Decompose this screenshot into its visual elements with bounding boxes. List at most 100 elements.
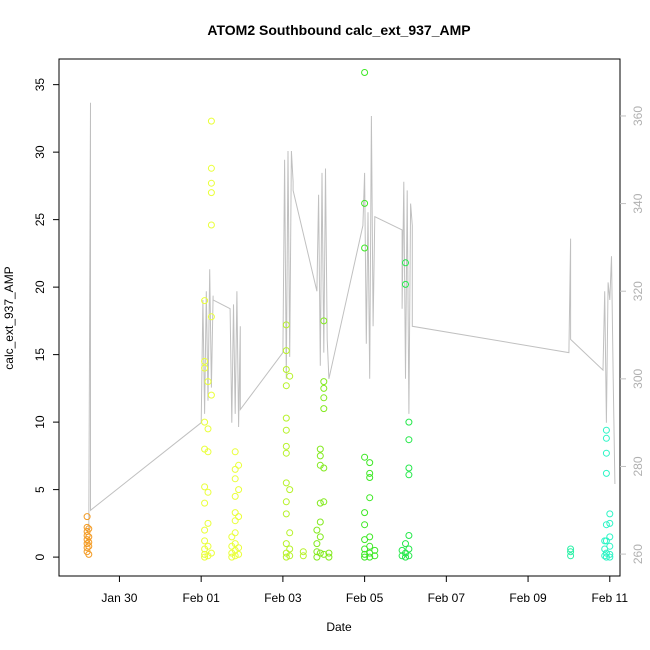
- data-point: [201, 499, 209, 507]
- data-point: [231, 552, 239, 560]
- secondary-line: [86, 102, 616, 533]
- data-point: [366, 553, 374, 561]
- data-point: [602, 521, 610, 529]
- x-tick-label: Feb 01: [182, 591, 220, 605]
- data-point: [567, 552, 575, 560]
- y2-tick-label: 360: [631, 106, 645, 126]
- data-point: [204, 425, 212, 433]
- data-point: [299, 548, 307, 556]
- data-point: [606, 519, 614, 527]
- data-point: [361, 69, 369, 76]
- y2-tick-label: 340: [631, 193, 645, 213]
- data-point: [602, 537, 610, 545]
- data-point: [228, 553, 236, 561]
- y2-tick-label: 300: [631, 368, 645, 388]
- y-tick-label: 15: [33, 348, 47, 362]
- data-point: [316, 445, 324, 453]
- y-tick-label: 5: [33, 486, 47, 493]
- data-point: [85, 525, 93, 533]
- data-point: [313, 540, 321, 548]
- data-point: [201, 418, 209, 426]
- data-point: [282, 449, 290, 457]
- data-point: [320, 378, 328, 386]
- data-point: [235, 550, 243, 558]
- data-point: [83, 523, 91, 531]
- data-point: [282, 479, 290, 487]
- data-point: [366, 474, 374, 481]
- data-point: [231, 492, 239, 500]
- data-point: [405, 532, 413, 539]
- data-point: [235, 461, 243, 469]
- data-point: [207, 313, 215, 321]
- data-point: [83, 532, 91, 539]
- plot-frame: [58, 58, 621, 577]
- data-point: [316, 499, 324, 507]
- data-point: [207, 164, 215, 172]
- data-point: [567, 548, 575, 556]
- data-point: [602, 469, 610, 477]
- data-point: [299, 552, 307, 560]
- x-tick-label: Feb 03: [264, 591, 302, 605]
- data-point: [361, 244, 369, 252]
- data-point: [320, 317, 328, 325]
- data-point: [282, 321, 290, 329]
- data-point: [361, 521, 369, 529]
- data-point: [313, 526, 321, 534]
- x-tick-label: Feb 11: [592, 591, 629, 605]
- data-point: [235, 486, 243, 494]
- data-point: [282, 510, 290, 518]
- data-point: [286, 545, 294, 553]
- data-point: [207, 189, 215, 197]
- data-point: [405, 471, 413, 479]
- data-point: [366, 533, 374, 541]
- data-point: [567, 545, 575, 553]
- axes: Jan 30 Feb 01 Feb 03 Feb 05 Feb 07 Feb 09 Feb …: [33, 58, 645, 605]
- data-point: [402, 280, 409, 288]
- data-point: [313, 548, 321, 556]
- data-point: [282, 382, 290, 390]
- plot-area: [83, 69, 616, 561]
- data-point: [606, 510, 614, 518]
- y-tick-label: 10: [33, 415, 47, 429]
- y-tick-label: 35: [33, 78, 47, 92]
- data-point: [282, 347, 290, 355]
- data-point: [204, 378, 212, 386]
- y-tick-label: 20: [33, 280, 47, 294]
- data-point: [320, 384, 328, 392]
- data-point: [602, 426, 610, 434]
- x-tick-label: Jan 30: [101, 591, 137, 605]
- data-point: [602, 549, 610, 557]
- data-point: [231, 529, 239, 537]
- data-point: [235, 513, 243, 521]
- data-point: [361, 509, 369, 517]
- data-point: [204, 519, 212, 527]
- data-point: [207, 117, 215, 125]
- data-point: [316, 533, 324, 541]
- data-point: [204, 542, 212, 550]
- data-point: [282, 498, 290, 506]
- data-point: [231, 448, 239, 456]
- data-point: [286, 372, 294, 380]
- data-point: [282, 553, 290, 561]
- data-point: [320, 498, 328, 506]
- data-point: [83, 513, 91, 521]
- data-point: [201, 550, 209, 558]
- y2-tick-label: 280: [631, 456, 645, 476]
- data-point: [320, 394, 328, 402]
- data-point: [207, 391, 215, 399]
- data-point: [366, 542, 374, 550]
- data-point: [402, 540, 409, 548]
- data-point: [231, 540, 239, 548]
- data-point: [207, 179, 215, 187]
- data-point: [606, 533, 614, 541]
- data-point: [606, 553, 614, 561]
- data-point: [201, 297, 209, 305]
- data-point: [366, 494, 374, 502]
- data-point: [316, 549, 324, 557]
- data-point: [85, 533, 93, 541]
- x-tick-label: Feb 07: [428, 591, 466, 605]
- data-point: [402, 553, 409, 561]
- data-point: [201, 364, 209, 372]
